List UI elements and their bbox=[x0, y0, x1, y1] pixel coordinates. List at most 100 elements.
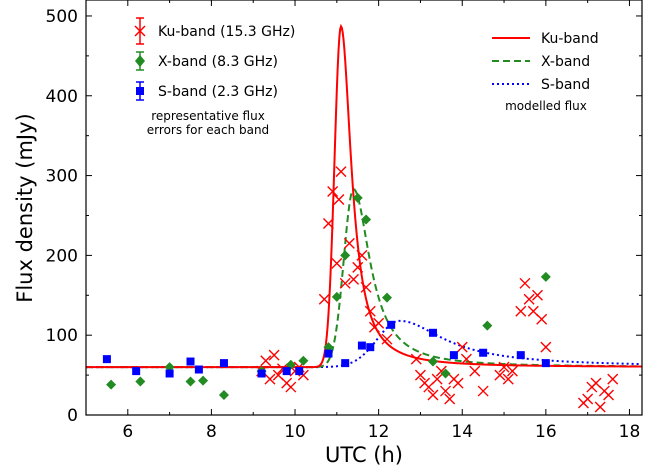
point-ku bbox=[414, 369, 426, 381]
point-s bbox=[132, 367, 141, 376]
model-legend-note: modelled flux bbox=[505, 99, 587, 113]
legend-label-s: S-band (2.3 GHz) bbox=[158, 84, 278, 100]
legend-note-line1: representative flux bbox=[151, 109, 265, 123]
point-x bbox=[440, 368, 451, 379]
point-ku bbox=[460, 353, 472, 365]
point-ku bbox=[498, 361, 510, 373]
point-s bbox=[194, 365, 203, 374]
point-ku bbox=[452, 377, 464, 389]
legend-item-x: X-band (8.3 GHz) bbox=[135, 51, 278, 71]
legend-note-line2: errors for each band bbox=[147, 123, 269, 137]
point-ku bbox=[264, 373, 276, 385]
point-x bbox=[361, 214, 372, 225]
plot-frame bbox=[85, 0, 643, 416]
observed-legend: Ku-band (15.3 GHz) X-band (8.3 GHz) S-ba… bbox=[134, 17, 295, 137]
point-s bbox=[219, 359, 228, 368]
x-tick-label-12: 12 bbox=[368, 422, 390, 442]
point-s bbox=[449, 351, 458, 360]
model-legend-item-ku: Ku-band bbox=[492, 31, 599, 47]
data-points bbox=[102, 166, 619, 413]
point-ku bbox=[322, 217, 334, 229]
point-ku bbox=[431, 373, 443, 385]
point-ku bbox=[440, 385, 452, 397]
legend-item-ku: Ku-band (15.3 GHz) bbox=[134, 17, 295, 45]
point-ku bbox=[603, 389, 615, 401]
model-legend: Ku-band X-band S-band modelled flux bbox=[492, 31, 599, 113]
point-ku bbox=[360, 281, 372, 293]
point-ku bbox=[348, 273, 360, 285]
point-x bbox=[381, 292, 392, 303]
x-tick-label-16: 16 bbox=[535, 422, 557, 442]
point-ku bbox=[260, 355, 272, 367]
legend-label-ku: Ku-band (15.3 GHz) bbox=[158, 24, 295, 40]
point-ku bbox=[343, 237, 355, 249]
point-ku bbox=[327, 186, 339, 198]
model-legend-label-ku: Ku-band bbox=[541, 31, 599, 47]
point-ku bbox=[356, 249, 368, 261]
point-x bbox=[185, 376, 196, 387]
model-curve-x bbox=[86, 188, 642, 369]
point-ku bbox=[519, 277, 531, 289]
point-s bbox=[324, 349, 333, 358]
model-legend-label-x: X-band bbox=[541, 54, 590, 70]
point-ku bbox=[318, 293, 330, 305]
point-ku bbox=[285, 381, 297, 393]
point-x bbox=[331, 291, 342, 302]
point-x bbox=[106, 379, 117, 390]
legend-label-x: X-band (8.3 GHz) bbox=[158, 54, 278, 70]
point-ku bbox=[381, 333, 393, 345]
point-s bbox=[282, 367, 291, 376]
point-s bbox=[541, 359, 550, 368]
point-ku bbox=[540, 341, 552, 353]
y-tick-label-200: 200 bbox=[46, 246, 78, 266]
point-s bbox=[186, 357, 195, 366]
point-ku bbox=[456, 341, 468, 353]
y-tick-label-500: 500 bbox=[46, 7, 78, 27]
point-s bbox=[295, 367, 304, 376]
point-ku bbox=[427, 389, 439, 401]
point-x bbox=[298, 355, 309, 366]
point-ku bbox=[536, 313, 548, 325]
point-x bbox=[340, 250, 351, 261]
x-tick-label-6: 6 bbox=[122, 422, 133, 442]
point-s bbox=[257, 369, 266, 378]
point-ku bbox=[531, 289, 543, 301]
point-ku bbox=[506, 365, 518, 377]
point-x bbox=[198, 375, 209, 386]
y-tick-label-100: 100 bbox=[46, 326, 78, 346]
point-s bbox=[165, 369, 174, 378]
point-ku bbox=[502, 373, 514, 385]
x-tick-label-10: 10 bbox=[284, 422, 306, 442]
model-legend-item-s: S-band bbox=[492, 77, 590, 93]
point-ku bbox=[607, 373, 619, 385]
point-s bbox=[341, 359, 350, 368]
axis-ticks: 6 8 10 12 14 16 18 0 100 200 300 400 500 bbox=[46, 0, 642, 442]
y-axis-label: Flux density (mJy) bbox=[13, 113, 37, 302]
point-ku bbox=[373, 317, 385, 329]
point-ku bbox=[352, 261, 364, 273]
point-x bbox=[218, 390, 229, 401]
point-x bbox=[427, 356, 438, 367]
point-x bbox=[482, 320, 493, 331]
point-s bbox=[516, 351, 525, 360]
point-ku bbox=[469, 365, 481, 377]
point-x bbox=[352, 192, 363, 203]
point-s bbox=[479, 348, 488, 357]
y-tick-label-300: 300 bbox=[46, 167, 78, 187]
point-ku bbox=[494, 369, 506, 381]
point-ku bbox=[364, 305, 376, 317]
point-ku bbox=[582, 393, 594, 405]
y-tick-label-400: 400 bbox=[46, 87, 78, 107]
point-ku bbox=[523, 293, 535, 305]
point-ku bbox=[333, 194, 345, 206]
point-ku bbox=[268, 349, 280, 361]
point-x bbox=[540, 271, 551, 282]
point-s bbox=[428, 328, 437, 337]
x-axis-label: UTC (h) bbox=[325, 443, 403, 467]
point-ku bbox=[339, 277, 351, 289]
model-legend-item-x: X-band bbox=[492, 54, 590, 70]
point-ku bbox=[515, 305, 527, 317]
point-ku bbox=[410, 353, 422, 365]
point-s bbox=[102, 355, 111, 364]
